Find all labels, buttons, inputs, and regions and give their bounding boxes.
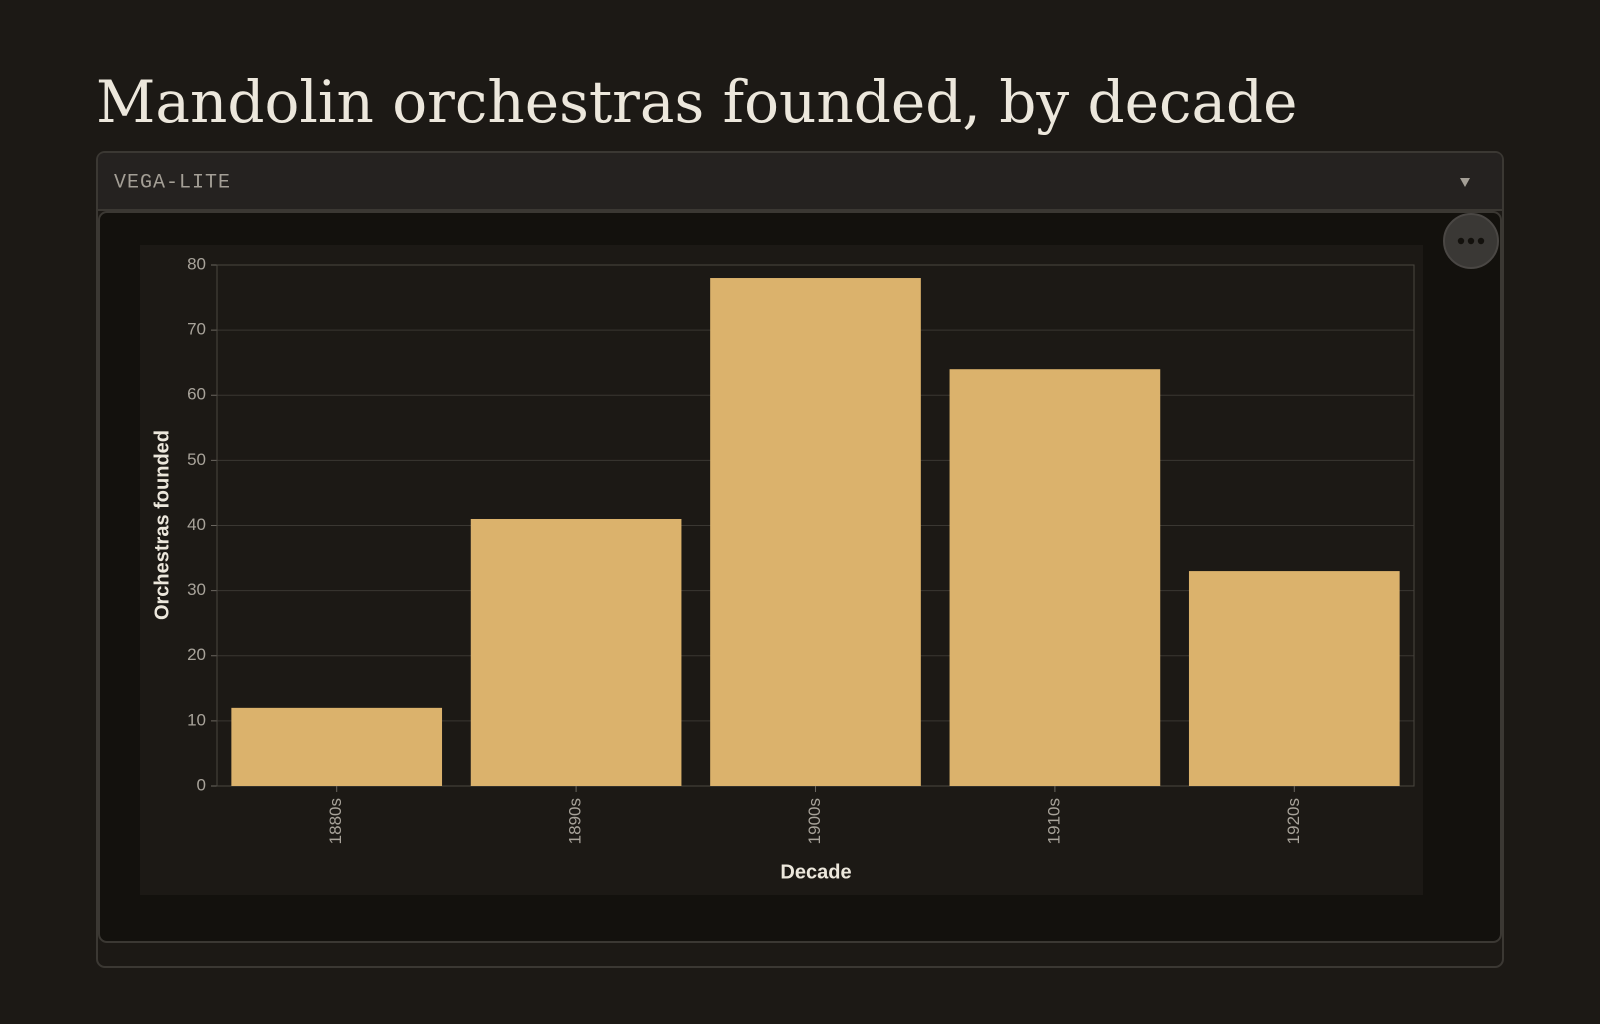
y-tick-label: 0 — [197, 775, 206, 794]
plot: 0 10 20 30 40 50 60 70 80 1880s 1890s 1900s 1910s 192… — [187, 254, 1415, 844]
menu-dot — [1477, 237, 1485, 245]
panel-label: VEGA-LITE — [114, 171, 231, 194]
bar — [710, 278, 921, 786]
panel-header[interactable] — [98, 153, 1502, 210]
y-tick-label: 60 — [187, 385, 206, 404]
x-tick-label: 1920s — [1284, 798, 1303, 844]
chart-title: Mandolin orchestras founded, by decade — [96, 68, 1298, 136]
y-tick-label: 50 — [187, 450, 206, 469]
x-tick-label: 1900s — [805, 798, 824, 844]
x-tick-label: 1910s — [1044, 798, 1063, 844]
y-tick-label: 10 — [187, 710, 206, 729]
y-tick-label: 40 — [187, 515, 206, 534]
x-axis-title: Decade — [780, 861, 851, 883]
y-tick-label: 30 — [187, 580, 206, 599]
bar — [231, 707, 443, 786]
y-tick-label: 20 — [187, 645, 206, 664]
y-tick-label: 80 — [187, 254, 206, 273]
x-tick-label: 1890s — [566, 798, 585, 844]
bar — [949, 369, 1161, 786]
bar — [470, 518, 682, 786]
x-tick-label: 1880s — [326, 798, 345, 844]
y-tick-label: 70 — [187, 320, 206, 339]
bar — [1188, 571, 1400, 786]
y-axis-title: Orchestras founded — [151, 430, 173, 620]
menu-dot — [1457, 237, 1465, 245]
menu-dot — [1467, 237, 1475, 245]
dropdown-arrow[interactable] — [1460, 178, 1470, 187]
